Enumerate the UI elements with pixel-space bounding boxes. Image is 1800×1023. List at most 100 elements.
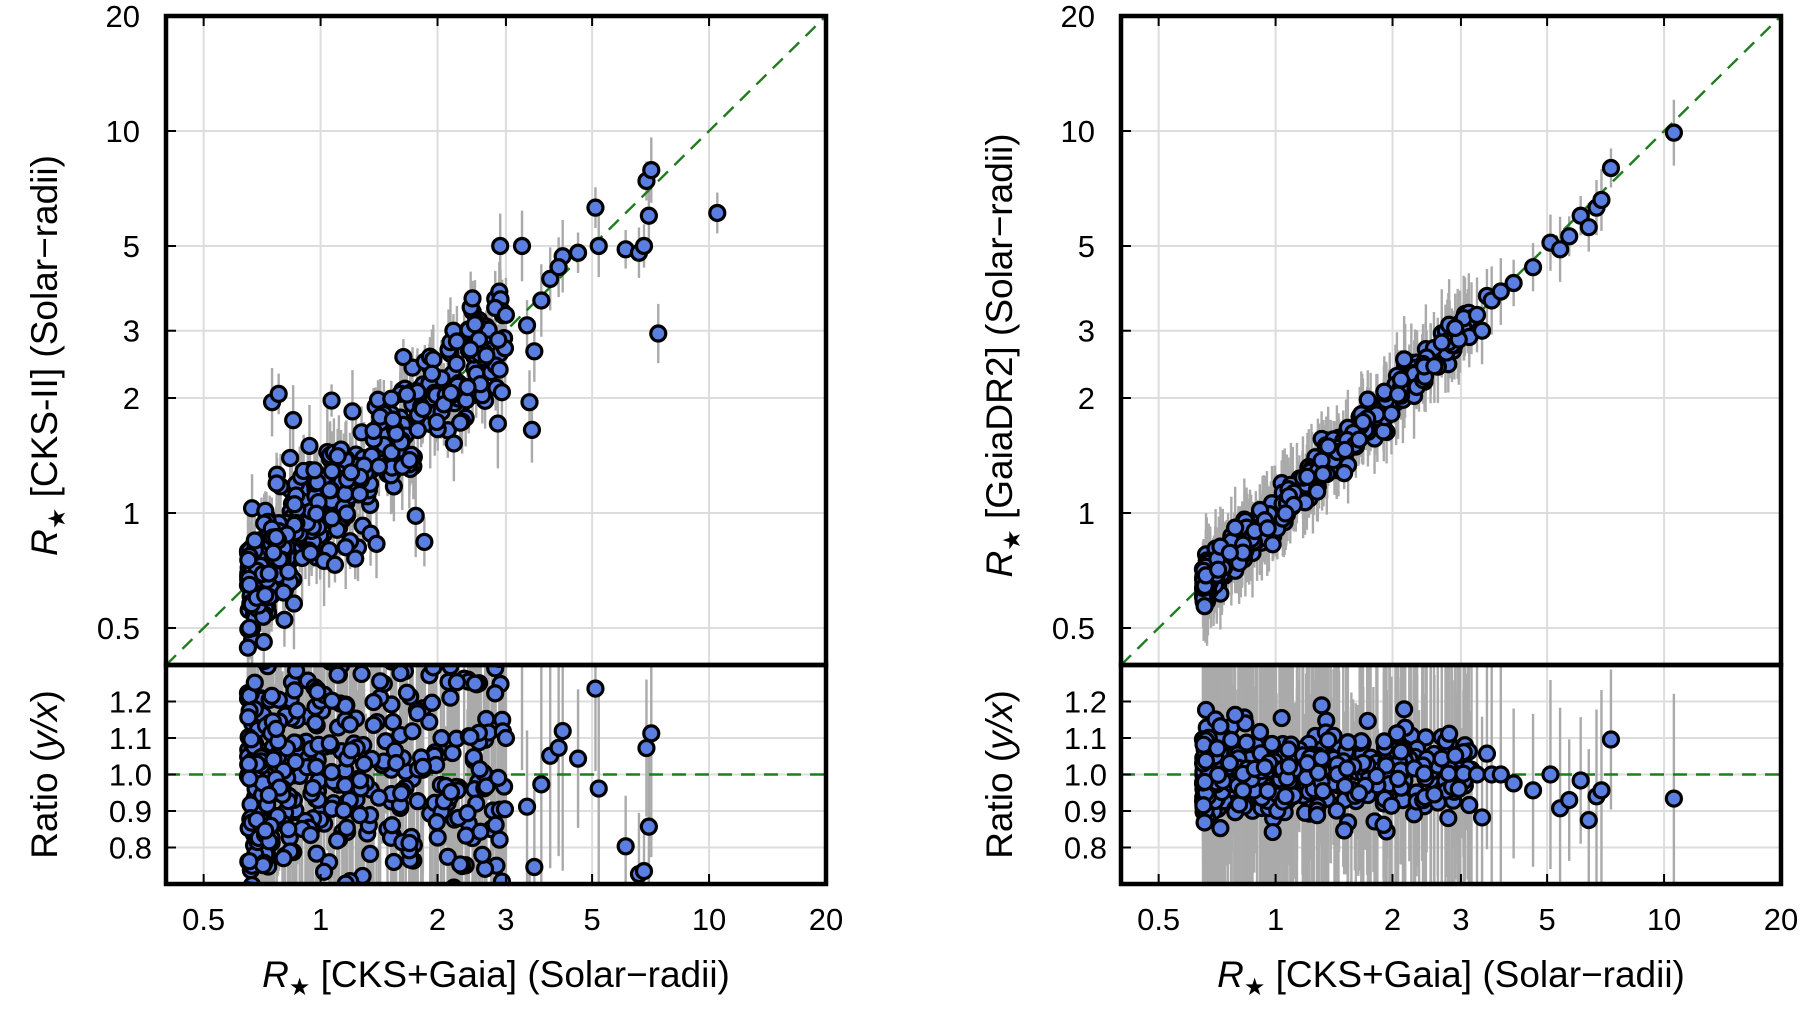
data-point xyxy=(1491,765,1510,784)
data-point xyxy=(350,484,369,504)
data-point xyxy=(1592,781,1611,800)
axis-symbol: R xyxy=(979,551,1020,578)
data-point xyxy=(284,594,304,613)
x-tick-label: 3 xyxy=(1452,902,1469,937)
axis-symbol: R xyxy=(1217,954,1244,995)
data-point xyxy=(489,330,508,349)
data-point xyxy=(267,719,286,738)
data-point xyxy=(1313,782,1333,801)
data-point xyxy=(465,674,485,693)
data-point xyxy=(384,852,403,872)
data-point xyxy=(532,775,551,794)
data-point xyxy=(447,673,467,692)
data-point xyxy=(325,555,345,574)
data-point xyxy=(568,243,588,262)
data-point xyxy=(589,236,608,256)
axis-symbol: R xyxy=(24,529,65,556)
left-bottom-plot xyxy=(166,183,826,921)
x-tick-label: 0.5 xyxy=(1137,902,1180,937)
data-point xyxy=(305,461,324,480)
data-point xyxy=(302,629,317,644)
data-point xyxy=(383,410,402,429)
data-point xyxy=(1579,811,1598,830)
data-point xyxy=(322,462,342,481)
data-point xyxy=(1367,766,1386,786)
data-point xyxy=(382,389,401,408)
data-point xyxy=(1440,724,1459,743)
data-point xyxy=(1319,731,1338,750)
data-point xyxy=(549,258,568,277)
data-point xyxy=(1477,744,1497,763)
data-point xyxy=(1460,795,1479,815)
axis-symbol-subscript: ★ xyxy=(1244,974,1266,1001)
data-point xyxy=(254,632,273,652)
data-point xyxy=(1263,822,1282,842)
data-point xyxy=(1415,764,1434,783)
data-point xyxy=(461,727,480,746)
data-point xyxy=(1195,597,1214,616)
data-point xyxy=(307,844,326,863)
data-point xyxy=(259,564,278,583)
data-point xyxy=(488,414,507,433)
y-tick-label-top: 20 xyxy=(106,0,140,34)
data-point xyxy=(1208,560,1228,579)
data-point xyxy=(1432,333,1451,352)
data-point xyxy=(470,760,489,779)
data-point xyxy=(486,684,505,703)
data-point xyxy=(288,701,307,720)
data-point xyxy=(517,316,537,335)
data-point xyxy=(1551,240,1570,259)
data-point xyxy=(337,504,356,523)
y-tick-label-bottom: 0.9 xyxy=(109,794,152,829)
data-point xyxy=(1226,518,1245,537)
data-point xyxy=(289,882,299,884)
data-point xyxy=(256,585,275,605)
data-point xyxy=(639,817,658,836)
data-point xyxy=(1439,808,1458,828)
data-point xyxy=(269,384,288,403)
right-panel: 0.5 1 2 3 5 10 20 0.5 1 2 3 5 10 20 0.80.91.01.11.2 R★ … xyxy=(979,0,1798,1001)
data-point xyxy=(1374,815,1393,834)
data-point xyxy=(1220,543,1239,562)
markers-bottom xyxy=(238,183,661,921)
data-point xyxy=(1313,465,1333,484)
data-point xyxy=(427,813,446,832)
data-point xyxy=(1208,739,1227,758)
data-point xyxy=(267,474,286,493)
data-point xyxy=(495,800,515,819)
data-point xyxy=(336,538,355,557)
data-point xyxy=(1276,787,1295,806)
data-point xyxy=(477,346,496,365)
data-point xyxy=(465,591,480,606)
data-point xyxy=(1337,759,1357,778)
data-point xyxy=(1353,412,1373,431)
y-tick-label-bottom: 0.8 xyxy=(109,831,152,866)
data-point xyxy=(589,779,608,798)
x-tick-label: 1 xyxy=(312,902,329,937)
data-point xyxy=(287,665,306,680)
data-point xyxy=(348,906,363,921)
markers-top xyxy=(238,160,727,657)
data-point xyxy=(492,383,512,402)
right-x-axis-label: R★ [CKS+Gaia] (Solar−radii) xyxy=(1217,954,1685,1001)
data-point xyxy=(463,289,482,308)
data-point xyxy=(314,862,334,881)
left-ticks xyxy=(166,15,827,884)
data-point xyxy=(352,665,371,684)
data-point xyxy=(1387,724,1407,743)
data-point xyxy=(387,753,406,773)
axis-symbol-subscript: ★ xyxy=(44,508,71,530)
data-point xyxy=(1560,227,1579,246)
data-point xyxy=(301,825,320,845)
data-point xyxy=(491,236,510,256)
right-top-plot xyxy=(1121,16,1781,665)
data-point xyxy=(553,721,572,741)
y-tick-label-top: 5 xyxy=(1078,229,1095,264)
data-point xyxy=(281,448,300,468)
data-point xyxy=(265,183,280,198)
data-point xyxy=(1560,791,1579,810)
data-point xyxy=(1491,282,1510,301)
data-point xyxy=(486,815,505,834)
data-point xyxy=(279,820,298,839)
data-point xyxy=(512,236,532,256)
